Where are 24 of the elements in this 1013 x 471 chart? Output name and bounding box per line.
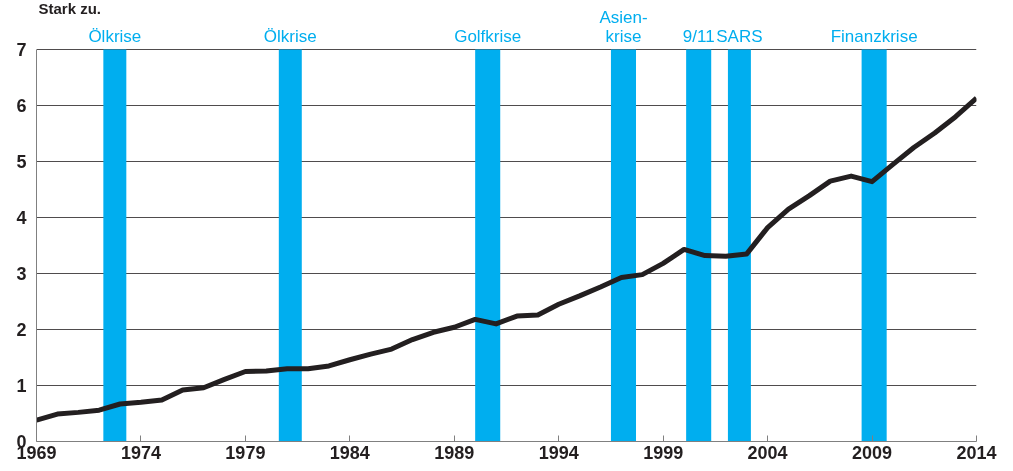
x-tick-label: 1989 — [434, 442, 475, 463]
x-tick-label: 2004 — [747, 442, 788, 463]
y-tick-label: 4 — [16, 208, 27, 228]
band-label: SARS — [716, 26, 763, 46]
band-label: Ölkrise — [88, 26, 142, 46]
band-label: Golfkrise — [454, 26, 522, 46]
band-label: Finanzkrise — [830, 26, 918, 46]
x-tick-label: 1979 — [225, 442, 266, 463]
x-tick-label: 2014 — [956, 442, 997, 463]
x-tick-label: 1974 — [120, 442, 161, 463]
y-tick-label: 6 — [16, 96, 27, 116]
y-tick-label: 7 — [16, 40, 27, 60]
band-label: Asien- krise — [599, 7, 648, 46]
y-tick-label: 3 — [16, 264, 27, 284]
y-tick-label: 5 — [16, 152, 27, 172]
x-tick-label: 2009 — [852, 442, 893, 463]
chart-title: Stark zu. — [38, 0, 102, 17]
band-label: Ölkrise — [263, 26, 317, 46]
x-tick-label: 1999 — [643, 442, 684, 463]
y-tick-label: 1 — [16, 376, 27, 396]
x-tick-label: 1984 — [329, 442, 370, 463]
band-label: 9/11 — [682, 26, 715, 46]
x-tick-label: 1994 — [538, 442, 579, 463]
y-tick-label: 2 — [16, 320, 27, 340]
